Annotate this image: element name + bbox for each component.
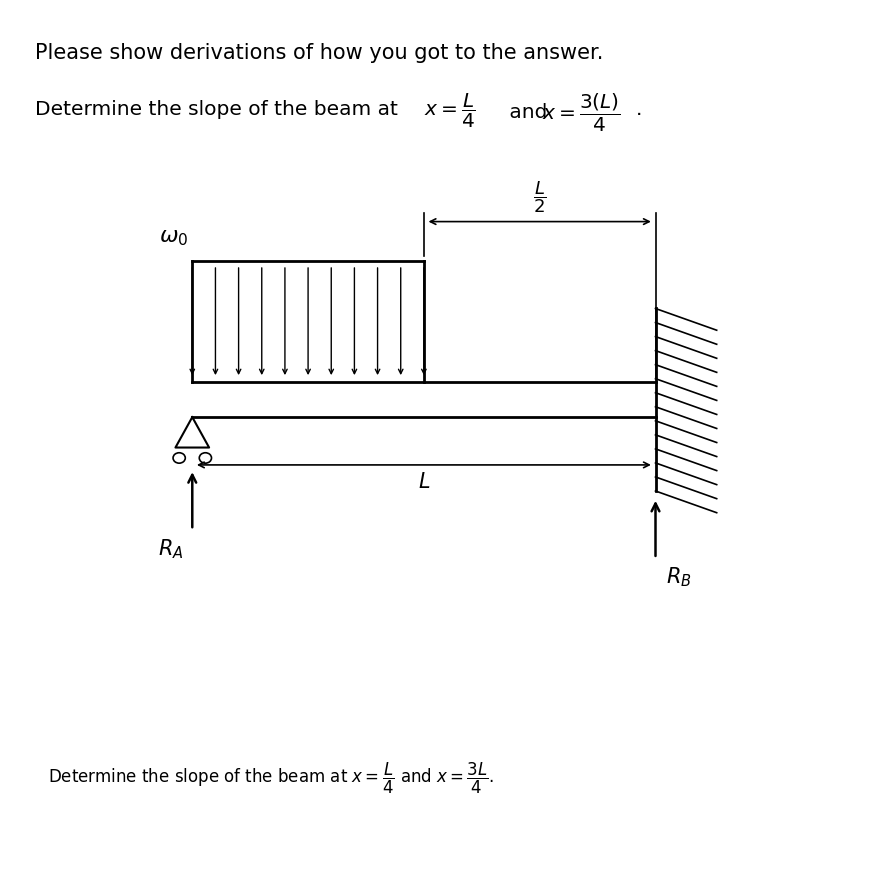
Text: $L$: $L$ <box>418 472 430 492</box>
Text: $x = \dfrac{L}{4}$: $x = \dfrac{L}{4}$ <box>424 91 475 129</box>
Text: $\omega_0$: $\omega_0$ <box>158 228 188 248</box>
Text: and: and <box>503 103 553 122</box>
Text: $R_A$: $R_A$ <box>158 537 184 561</box>
Text: $x = \dfrac{3(L)}{4}$: $x = \dfrac{3(L)}{4}$ <box>542 91 621 134</box>
Text: $\dfrac{L}{2}$: $\dfrac{L}{2}$ <box>533 179 546 215</box>
Text: Determine the slope of the beam at: Determine the slope of the beam at <box>35 100 404 119</box>
Text: .: . <box>636 100 642 119</box>
Text: $R_B$: $R_B$ <box>666 566 691 589</box>
Text: Determine the slope of the beam at $x = \dfrac{L}{4}$ and $x = \dfrac{3L}{4}$.: Determine the slope of the beam at $x = … <box>48 760 494 796</box>
Text: Please show derivations of how you got to the answer.: Please show derivations of how you got t… <box>35 43 603 63</box>
